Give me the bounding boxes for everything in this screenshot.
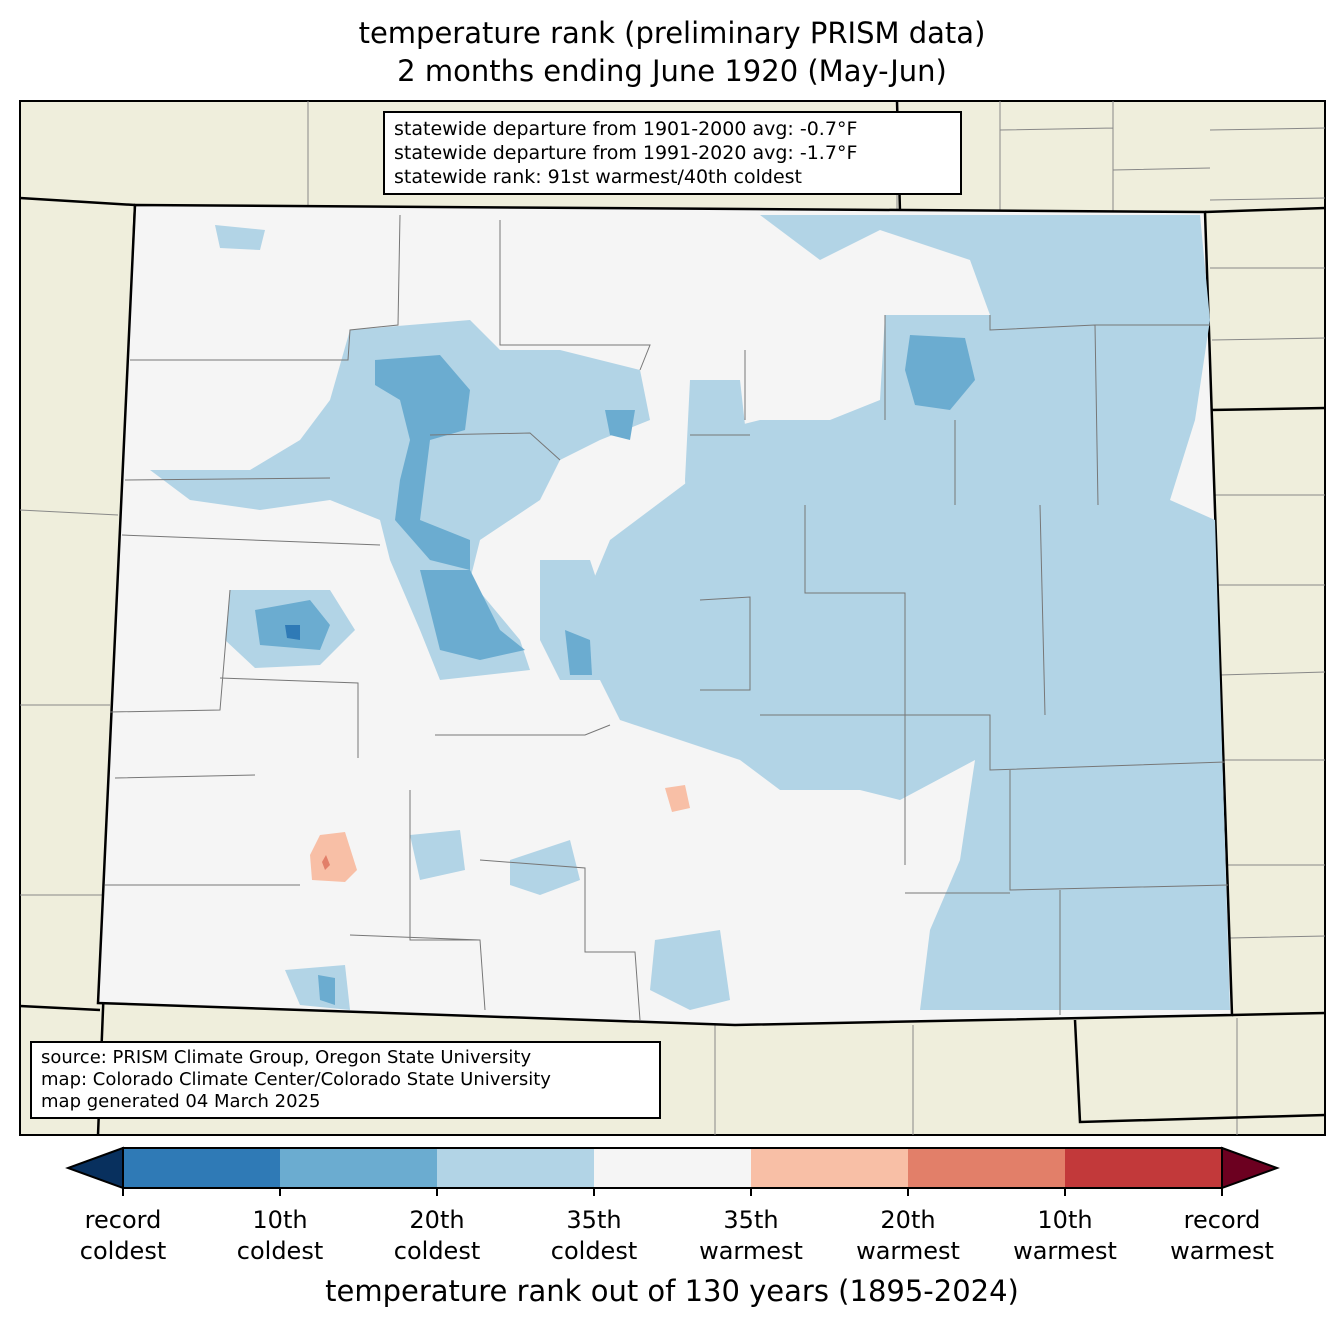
source-map: map: Colorado Climate Center/Colorado St… bbox=[41, 1069, 551, 1090]
colorbar-outline bbox=[122, 1147, 1223, 1189]
colorbar-tick-label: 35th warmest bbox=[671, 1205, 831, 1267]
colorbar-bin bbox=[1065, 1148, 1223, 1188]
tick-label-rank: record bbox=[1183, 1206, 1261, 1234]
tick-label-direction: warmest bbox=[1170, 1237, 1274, 1265]
cold-rank-areas-20th bbox=[255, 335, 975, 1005]
tick-label-direction: coldest bbox=[393, 1237, 481, 1265]
stats-departure-1901-2000: statewide departure from 1901-2000 avg: … bbox=[394, 118, 858, 140]
county-lines bbox=[105, 214, 1229, 1021]
warm-rank-areas-35th bbox=[310, 785, 690, 882]
warm-rank-areas-20th bbox=[322, 855, 330, 870]
colorbar-tick-label: record coldest bbox=[43, 1205, 203, 1267]
colorbar bbox=[65, 1146, 1280, 1196]
tick-label-rank: 35th bbox=[566, 1206, 622, 1234]
source-prism: source: PRISM Climate Group, Oregon Stat… bbox=[41, 1047, 532, 1068]
colorbar-tick-label: record warmest bbox=[1142, 1205, 1302, 1267]
colorbar-tick-label: 35th coldest bbox=[514, 1205, 674, 1267]
stats-rank: statewide rank: 91st warmest/40th coldes… bbox=[394, 166, 803, 188]
map-subtitle: 2 months ending June 1920 (May-Jun) bbox=[397, 54, 947, 88]
source-date: map generated 04 March 2025 bbox=[41, 1091, 321, 1112]
colorbar-bin bbox=[908, 1148, 1066, 1188]
tick-label-rank: 20th bbox=[409, 1206, 465, 1234]
colorbar-tick-label: 20th warmest bbox=[828, 1205, 988, 1267]
tick-label-direction: warmest bbox=[856, 1237, 960, 1265]
colorbar-under-arrow bbox=[65, 1146, 124, 1190]
cold-rank-areas-10th bbox=[285, 625, 300, 640]
tick-label-rank: record bbox=[84, 1206, 162, 1234]
neighbor-county-lines bbox=[19, 101, 1326, 1135]
colorbar-bin bbox=[594, 1148, 752, 1188]
statewide-stats-box: statewide departure from 1901-2000 avg: … bbox=[383, 111, 962, 195]
tick-label-rank: 20th bbox=[880, 1206, 936, 1234]
source-box: source: PRISM Climate Group, Oregon Stat… bbox=[30, 1041, 661, 1119]
colorbar-tick-label: 10th warmest bbox=[985, 1205, 1145, 1267]
tick-label-direction: coldest bbox=[236, 1237, 324, 1265]
colorbar-title: temperature rank out of 130 years (1895-… bbox=[325, 1274, 1019, 1308]
tick-label-direction: coldest bbox=[79, 1237, 167, 1265]
colorbar-bin bbox=[280, 1148, 438, 1188]
tick-label-direction: warmest bbox=[699, 1237, 803, 1265]
tick-label-direction: warmest bbox=[1013, 1237, 1117, 1265]
colorbar-over-arrow bbox=[1221, 1146, 1280, 1190]
tick-label-rank: 10th bbox=[1037, 1206, 1093, 1234]
tick-label-rank: 10th bbox=[252, 1206, 308, 1234]
tick-label-direction: coldest bbox=[550, 1237, 638, 1265]
tick-label-rank: 35th bbox=[723, 1206, 779, 1234]
map-title: temperature rank (preliminary PRISM data… bbox=[358, 16, 986, 50]
stats-departure-1991-2020: statewide departure from 1991-2020 avg: … bbox=[394, 142, 858, 164]
colorbar-bin bbox=[123, 1148, 281, 1188]
colorbar-bin bbox=[437, 1148, 595, 1188]
colorbar-tick-label: 20th coldest bbox=[357, 1205, 517, 1267]
colorbar-bin bbox=[751, 1148, 909, 1188]
colorbar-tick-label: 10th coldest bbox=[200, 1205, 360, 1267]
